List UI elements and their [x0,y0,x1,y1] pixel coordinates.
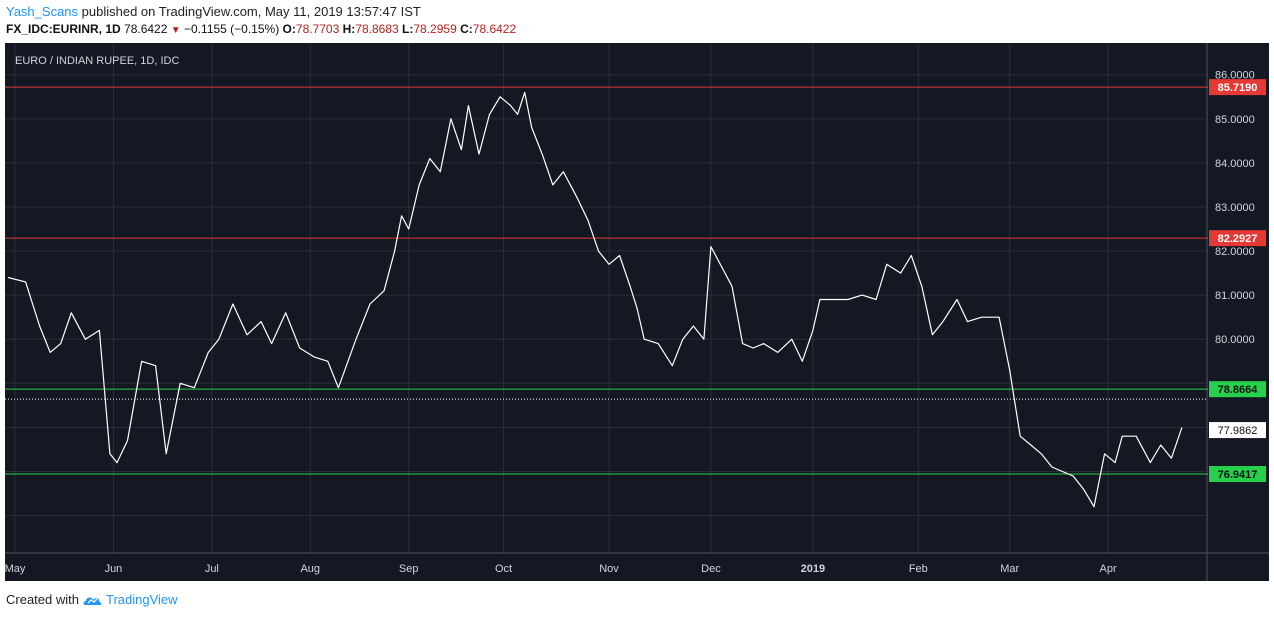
tradingview-brand: TradingView [105,592,178,607]
y-tick-label: 83.0000 [1215,202,1255,214]
open-label: O: [282,22,296,36]
support-price-badge [1209,466,1266,483]
symbol-name[interactable]: FX_IDC:EURINR, 1D [6,22,121,36]
x-tick-label: Aug [300,563,320,575]
low-label: L: [402,22,414,36]
support-price-label: 78.8664 [1218,384,1259,396]
y-tick-label: 86.0000 [1215,70,1255,82]
current-price-badge [1209,422,1266,439]
y-tick-label: 84.0000 [1215,158,1255,170]
low-value: 78.2959 [413,22,457,36]
current-price-label: 77.9862 [1218,425,1258,437]
y-tick-label: 85.0000 [1215,114,1255,126]
last-price: 78.6422 [124,22,168,36]
support-price-badge [1209,381,1266,398]
y-tick-label: 82.0000 [1215,246,1255,258]
close-value: 78.6422 [472,22,517,36]
x-tick-label: Nov [599,563,619,575]
x-tick-label: Sep [399,563,419,575]
resistance-price-label: 82.2927 [1218,233,1258,245]
price-change: −0.1155 (−0.15%) [184,22,280,36]
price-line [7,91,1183,508]
high-value: 78.8683 [355,22,399,36]
tradingview-logo[interactable]: TradingView [83,592,178,607]
support-price-label: 76.9417 [1218,469,1258,481]
x-tick-label: May [5,563,26,575]
y-tick-label: 80.0000 [1215,334,1255,346]
publisher-username[interactable]: Yash_Scans [6,4,79,19]
created-with-label: Created with [6,592,79,607]
high-label: H: [342,22,356,36]
x-tick-label: Jul [205,563,219,575]
open-value: 78.7703 [295,22,340,36]
x-tick-label: Feb [909,563,928,575]
x-tick-label: 2019 [801,563,825,575]
publish-info: Yash_Scans published on TradingView.com,… [6,4,421,19]
x-tick-label: Jun [105,563,123,575]
publish-date: published on TradingView.com, May 11, 20… [81,4,421,19]
chart-title: EURO / INDIAN RUPEE, 1D, IDC [15,55,179,67]
price-chart[interactable]: 80.0000 81.0000 82.0000 83.0000 84.0000 85.00… [5,43,1269,581]
x-tick-label: Mar [1000,563,1019,575]
x-tick-label: Apr [1100,563,1117,575]
resistance-price-badge [1209,79,1266,96]
resistance-price-label: 85.7190 [1218,82,1258,94]
resistance-price-badge [1209,230,1266,247]
close-label: C: [460,22,473,36]
x-tick-label: Oct [495,563,512,575]
y-tick-label: 81.0000 [1215,290,1255,302]
x-tick-label: Dec [701,563,721,575]
chart-background [5,43,1269,581]
tradingview-cloud-icon [83,596,102,605]
down-arrow-icon: ▼ [170,25,181,36]
footer: Created with TradingView [6,592,178,607]
symbol-info: FX_IDC:EURINR, 1D 78.6422 ▼ −0.1155 (−0.… [6,22,516,36]
